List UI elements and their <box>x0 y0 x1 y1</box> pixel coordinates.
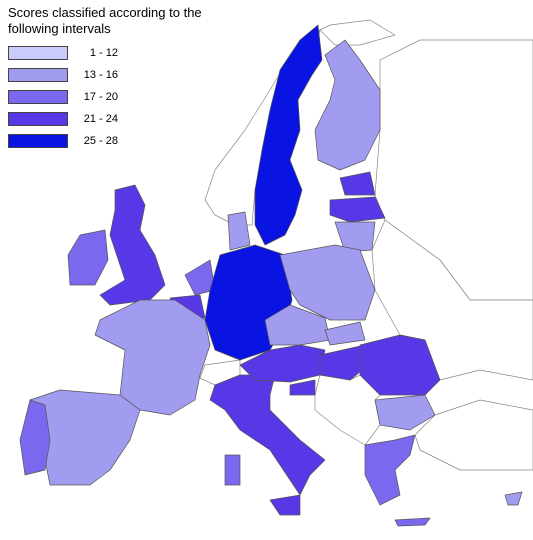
map-title: Scores classified according to the follo… <box>8 5 202 36</box>
region <box>224 454 241 486</box>
region <box>209 374 326 496</box>
legend-swatch <box>8 90 68 104</box>
legend-swatch <box>8 68 68 82</box>
region <box>204 19 396 226</box>
region <box>269 494 301 516</box>
region <box>339 171 376 196</box>
region <box>94 299 211 416</box>
region <box>314 39 381 171</box>
legend-label: 1 - 12 <box>89 47 118 59</box>
legend-label: 17 - 20 <box>83 91 118 103</box>
region <box>414 399 533 471</box>
legend-label: 25 - 28 <box>83 135 118 147</box>
region <box>374 394 436 431</box>
legend-swatch <box>8 134 68 148</box>
region <box>334 221 376 253</box>
legend-swatch <box>8 46 68 60</box>
region <box>329 196 386 223</box>
region <box>19 399 51 476</box>
region <box>227 211 251 251</box>
legend: 1 - 12 13 - 16 17 - 20 21 - 24 25 - 28 <box>8 46 118 156</box>
region <box>371 219 533 381</box>
region <box>254 24 323 246</box>
legend-item: 1 - 12 <box>8 46 118 68</box>
region <box>359 334 441 396</box>
legend-label: 21 - 24 <box>83 113 118 125</box>
legend-label: 13 - 16 <box>83 69 118 81</box>
region <box>279 244 376 321</box>
region <box>394 517 431 527</box>
region <box>324 321 366 346</box>
region <box>289 379 316 396</box>
legend-item: 25 - 28 <box>8 134 118 156</box>
region <box>504 491 523 506</box>
legend-item: 21 - 24 <box>8 112 118 134</box>
region <box>99 184 166 306</box>
region <box>364 434 416 506</box>
legend-swatch <box>8 112 68 126</box>
region <box>67 229 109 286</box>
legend-item: 13 - 16 <box>8 68 118 90</box>
legend-item: 17 - 20 <box>8 90 118 112</box>
